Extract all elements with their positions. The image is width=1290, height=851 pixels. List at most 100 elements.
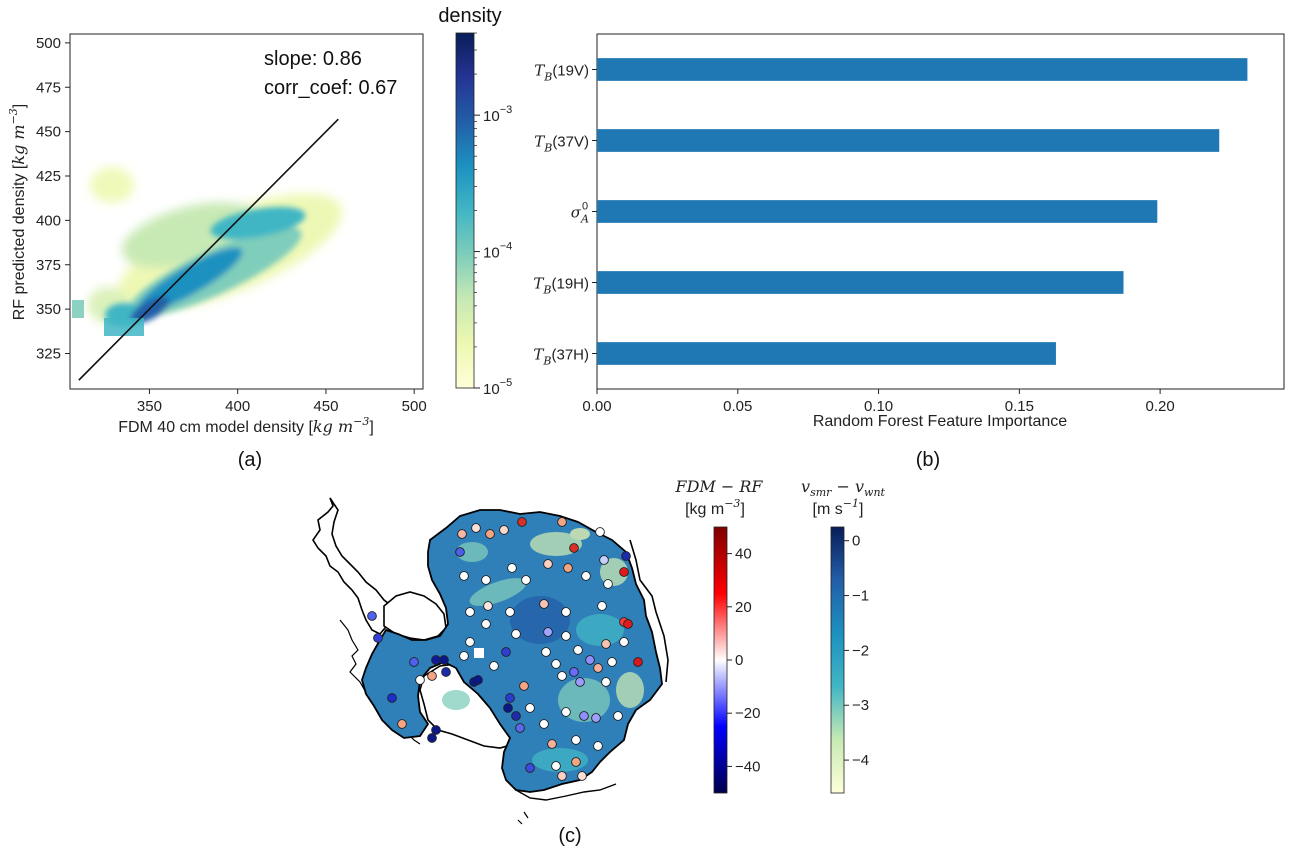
station-marker <box>551 659 561 669</box>
diff-colorbar: FDM − RF [kg m−3] 40 20 0 −20 −40 <box>674 477 763 794</box>
station-marker <box>459 651 469 661</box>
x-tick-label-a: 400 <box>225 398 250 415</box>
station-marker <box>579 711 589 721</box>
station-marker <box>481 619 491 629</box>
station-marker <box>441 667 451 677</box>
station-marker <box>465 637 475 647</box>
station-marker <box>633 657 643 667</box>
colorbar-wind-tick-label: 0 <box>852 533 860 550</box>
station-marker <box>557 771 567 781</box>
station-marker <box>415 675 425 685</box>
y-tick-label-a: 500 <box>36 35 61 52</box>
station-marker <box>601 639 611 649</box>
station-marker <box>571 757 581 767</box>
colorbar-density-tick-label: 10−3 <box>483 104 512 125</box>
panel-a: 350 400 450 500 325 350 375 400 425 450 475 500 sl… <box>7 33 427 471</box>
station-marker <box>557 517 567 527</box>
colorbar-diff-title-1: FDM − RF <box>674 477 763 496</box>
panel-c-map: (c) <box>312 497 669 847</box>
x-tick-label-a: 350 <box>137 398 162 415</box>
station-marker <box>387 693 397 703</box>
station-marker <box>597 601 607 611</box>
station-marker <box>489 661 499 671</box>
colorbar-wind-tick-label: −4 <box>852 752 869 769</box>
panel-label-c: (c) <box>558 825 581 847</box>
y-tick-label-a: 400 <box>36 212 61 229</box>
station-marker <box>409 657 419 667</box>
station-marker <box>577 771 587 781</box>
station-marker <box>459 571 469 581</box>
y-tick-label-a: 350 <box>36 301 61 318</box>
station-marker <box>505 607 515 617</box>
feature-label: σA0 <box>571 201 589 226</box>
station-marker <box>367 611 377 621</box>
station-marker <box>613 711 623 721</box>
y-tick-label-a: 325 <box>36 346 61 363</box>
colorbar-wind-tick-label: −3 <box>852 697 869 714</box>
station-marker <box>397 719 407 729</box>
peninsula-outline <box>312 497 393 635</box>
station-marker <box>575 677 585 687</box>
feature-label: TB(37V) <box>534 133 589 155</box>
colorbar-diff-tick-label: 0 <box>735 652 743 669</box>
station-marker <box>499 525 509 535</box>
station-marker <box>573 645 583 655</box>
station-marker <box>465 607 475 617</box>
station-marker <box>471 523 481 533</box>
station-marker <box>619 637 629 647</box>
panel-label-b: (b) <box>916 449 940 471</box>
station-marker <box>571 735 581 745</box>
x-axis-label-b: Random Forest Feature Importance <box>813 413 1067 430</box>
colorbar-density-tick-label: 10−4 <box>483 241 512 262</box>
y-tick-label-a: 375 <box>36 257 61 274</box>
density-colorbar: density 10−5 10−4 10−3 <box>438 5 512 398</box>
x-axis-label-a: FDM 40 cm model density [kg m−3] <box>118 415 374 436</box>
colorbar-diff-tick-label: 20 <box>735 599 752 616</box>
station-marker <box>485 529 495 539</box>
colorbar-diff-tick-label: −20 <box>735 705 760 722</box>
colorbar-wind-tick-label: −2 <box>852 642 869 659</box>
importance-bar <box>597 271 1124 294</box>
x-tick-label-b: 0.10 <box>864 398 893 415</box>
station-marker <box>607 657 617 667</box>
station-marker <box>427 671 437 681</box>
colorbar-title-density: density <box>438 5 501 27</box>
y-axis-label-a: RF predicted density [kg m−3] <box>7 104 28 321</box>
station-marker <box>557 671 567 681</box>
station-marker <box>593 741 603 751</box>
fit-line <box>78 118 339 381</box>
station-marker <box>569 543 579 553</box>
station-marker <box>623 619 633 629</box>
station-marker <box>501 647 511 657</box>
feature-label: TB(19H) <box>533 275 589 297</box>
station-marker <box>539 599 549 609</box>
x-tick-label-b: 0.15 <box>1005 398 1034 415</box>
colorbar-diff-bar <box>713 526 728 794</box>
x-tick-label-b: 0.20 <box>1146 398 1175 415</box>
colorbar-density-tick-label: 10−5 <box>483 377 512 398</box>
ice-texture <box>442 528 644 772</box>
station-marker <box>503 703 513 713</box>
panel-label-a: (a) <box>238 449 262 471</box>
station-marker <box>517 517 527 527</box>
station-marker <box>561 707 571 717</box>
x-tick-label-a: 450 <box>313 398 338 415</box>
station-marker <box>603 579 613 589</box>
station-marker <box>511 711 521 721</box>
y-tick-label-a: 425 <box>36 168 61 185</box>
station-marker <box>515 723 525 733</box>
plot-frame-a <box>69 33 424 390</box>
feature-label: TB(19V) <box>534 62 589 84</box>
station-marker <box>507 563 517 573</box>
station-marker <box>519 681 529 691</box>
colorbar-wind-title-2: [m s−1] <box>813 497 864 518</box>
importance-bar <box>597 342 1056 365</box>
x-tick-label-a: 500 <box>402 398 427 415</box>
station-marker <box>439 655 449 665</box>
annotation-slope: slope: 0.86 <box>264 48 362 70</box>
colorbar-density-bar <box>455 32 475 389</box>
importance-bar <box>597 58 1248 81</box>
station-marker <box>621 551 631 561</box>
station-marker <box>539 719 549 729</box>
